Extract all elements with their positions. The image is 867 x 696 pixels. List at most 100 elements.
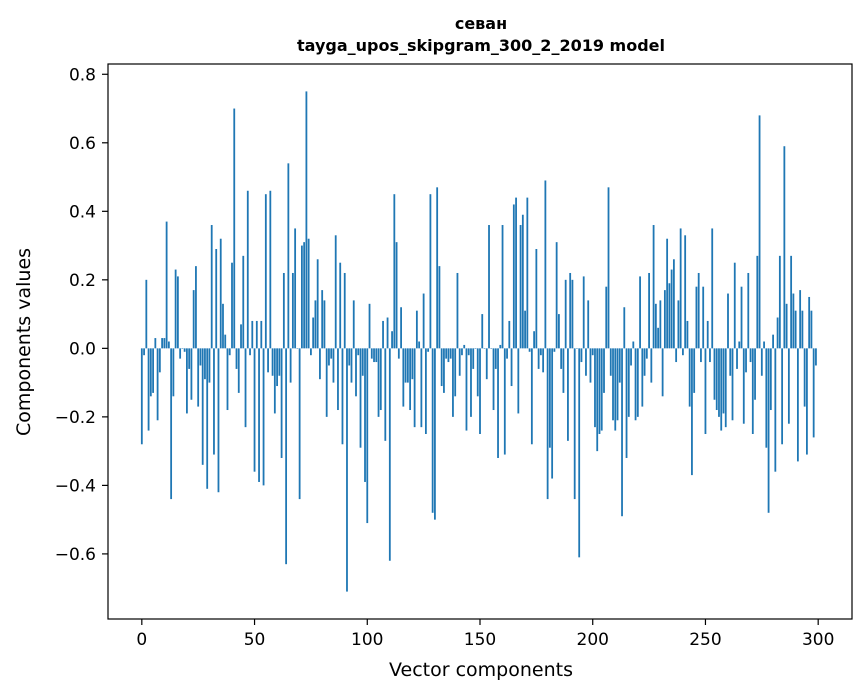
bar-279 xyxy=(769,348,772,411)
bar-180 xyxy=(546,348,549,500)
bar-214 xyxy=(623,307,626,349)
x-axis-ticks: 0 50 100 150 200 250 300 xyxy=(136,619,834,650)
bar-162 xyxy=(506,348,508,359)
bar-111 xyxy=(391,331,393,349)
bar-32 xyxy=(213,348,215,455)
bar-227 xyxy=(652,225,655,349)
bar-3 xyxy=(147,348,150,431)
bar-265 xyxy=(738,341,741,349)
bar-269 xyxy=(747,272,750,349)
bar-128 xyxy=(429,194,432,349)
bar-75 xyxy=(310,348,312,356)
bar-103 xyxy=(373,348,375,363)
bar-14 xyxy=(172,348,175,397)
bar-37 xyxy=(224,334,227,349)
bar-71 xyxy=(300,245,303,349)
bar-152 xyxy=(483,348,486,349)
bar-224 xyxy=(645,348,648,359)
bar-120 xyxy=(411,348,414,380)
bar-29 xyxy=(206,348,209,489)
bar-209 xyxy=(612,348,614,421)
bar-136 xyxy=(447,348,450,363)
bar-253 xyxy=(711,228,714,349)
bar-23 xyxy=(192,290,195,349)
bar-63 xyxy=(282,272,285,349)
bar-289 xyxy=(792,293,795,349)
bar-165 xyxy=(512,204,515,349)
bar-11 xyxy=(165,221,168,349)
bar-177 xyxy=(539,348,542,356)
bar-21 xyxy=(188,348,191,369)
bar-193 xyxy=(576,348,578,349)
bar-131 xyxy=(436,187,439,349)
bar-156 xyxy=(492,348,495,411)
bar-169 xyxy=(521,214,524,349)
bar-262 xyxy=(731,348,734,421)
bar-100 xyxy=(366,348,369,524)
bar-82 xyxy=(325,348,328,417)
bar-18 xyxy=(181,348,184,349)
bar-119 xyxy=(409,348,412,411)
bar-247 xyxy=(697,272,700,349)
bar-154 xyxy=(488,225,490,349)
bar-127 xyxy=(427,348,430,352)
bar-271 xyxy=(751,348,754,434)
bar-249 xyxy=(702,286,705,349)
bar-276 xyxy=(763,341,765,349)
bar-139 xyxy=(454,348,457,397)
bar-252 xyxy=(709,348,711,363)
bar-6 xyxy=(154,338,157,349)
bar-199 xyxy=(589,348,592,383)
bar-124 xyxy=(420,348,423,428)
bar-72 xyxy=(303,242,306,349)
bar-157 xyxy=(494,348,497,369)
bar-211 xyxy=(616,348,619,421)
bar-286 xyxy=(785,303,788,349)
bar-146 xyxy=(470,348,472,417)
bars xyxy=(140,91,817,592)
bar-45 xyxy=(242,255,245,349)
bar-228 xyxy=(654,303,657,349)
bar-46 xyxy=(244,348,247,428)
bar-84 xyxy=(330,348,333,359)
bar-218 xyxy=(632,341,635,349)
bar-0 xyxy=(140,348,143,445)
bar-39 xyxy=(228,348,231,356)
bar-55 xyxy=(264,194,267,349)
bar-137 xyxy=(449,348,452,359)
x-tick-label: 0 xyxy=(136,630,147,650)
bar-44 xyxy=(240,324,242,349)
bar-83 xyxy=(328,348,330,366)
bar-138 xyxy=(452,348,454,417)
bar-117 xyxy=(404,348,407,383)
bar-188 xyxy=(564,279,567,349)
bar-183 xyxy=(553,348,556,352)
bar-239 xyxy=(679,228,682,349)
bar-234 xyxy=(668,283,671,349)
bar-52 xyxy=(258,348,260,482)
bar-287 xyxy=(787,348,790,424)
bar-267 xyxy=(742,348,745,424)
bar-121 xyxy=(413,348,416,428)
bar-123 xyxy=(418,341,421,349)
bar-263 xyxy=(733,262,736,349)
bar-203 xyxy=(598,348,601,434)
bar-61 xyxy=(278,348,281,376)
bar-1 xyxy=(143,348,145,356)
bar-277 xyxy=(765,348,768,448)
bar-149 xyxy=(476,348,479,397)
bar-233 xyxy=(666,238,669,349)
bar-195 xyxy=(580,348,583,363)
bar-189 xyxy=(567,348,569,441)
bar-20 xyxy=(186,348,188,414)
bar-53 xyxy=(260,320,263,349)
bar-202 xyxy=(596,348,599,452)
bar-166 xyxy=(515,197,517,349)
bar-95 xyxy=(355,348,357,397)
bar-70 xyxy=(298,348,301,500)
bar-31 xyxy=(210,225,213,349)
bar-278 xyxy=(767,348,770,513)
bar-255 xyxy=(715,348,718,411)
bar-116 xyxy=(402,348,405,407)
bar-176 xyxy=(537,348,540,369)
